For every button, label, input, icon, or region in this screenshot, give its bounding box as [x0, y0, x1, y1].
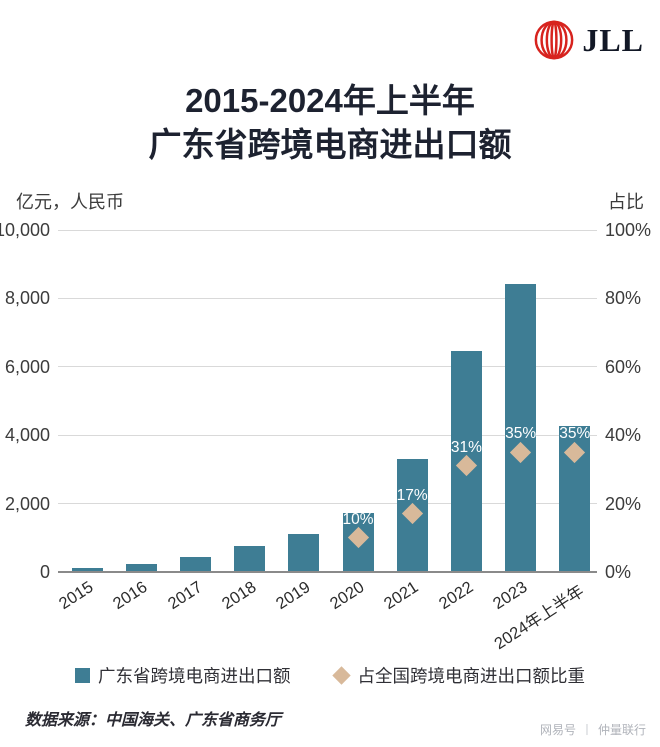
right-axis-tick-60%: 60% [605, 356, 642, 377]
gridline-40 [58, 434, 597, 436]
left-axis-tick-8,000: 8,000 [4, 288, 50, 309]
left-axis-tick-labels: 10,000 8,000 6,000 4,000 2,000 0 [0, 220, 50, 582]
left-axis-tick-0: 0 [39, 562, 50, 582]
bar-2015 [71, 568, 103, 572]
left-axis-title: 亿元，人民币 [16, 192, 124, 212]
gridline-20 [58, 503, 597, 505]
share-label-2024年上半年: 35% [559, 425, 591, 443]
gridline-60 [58, 366, 597, 368]
left-axis-tick-6,000: 6,000 [4, 356, 50, 377]
share-label-2023: 35% [505, 425, 537, 443]
left-axis-tick-2,000: 2,000 [4, 493, 50, 514]
x-label-2020: 2020 [327, 578, 368, 614]
share-label-2021: 17% [396, 486, 428, 504]
gridline-100 [58, 229, 597, 231]
jll-globe-icon [534, 20, 574, 60]
legend: 广东省跨境电商进出口额 占全国跨境电商进出口额比重 [0, 663, 660, 688]
bar-2018 [234, 546, 266, 572]
x-label-2016: 2016 [110, 578, 151, 614]
watermark: 网易号 丨 仲量联行 [540, 721, 646, 738]
data-source-note: 数据来源：中国海关、广东省商务厅 [25, 712, 282, 729]
right-axis-tick-40%: 40% [605, 425, 642, 446]
chart-title-line2: 广东省跨境电商进出口额 [148, 126, 512, 163]
chart-title-line1: 2015-2024年上半年 [185, 82, 475, 119]
right-axis-tick-100%: 100% [605, 220, 652, 240]
left-axis-tick-10,000: 10,000 [0, 220, 50, 240]
watermark-divider: 丨 [580, 723, 593, 737]
bar-2019 [288, 534, 320, 572]
legend-item-share-series: 占全国跨境电商进出口额比重 [331, 663, 586, 688]
bar-2023 [505, 283, 537, 572]
legend-item-bar-series: 广东省跨境电商进出口额 [75, 663, 291, 688]
chart-title: 2015-2024年上半年 广东省跨境电商进出口额 [0, 79, 660, 167]
x-label-2017: 2017 [164, 578, 206, 614]
share-label-2022: 31% [450, 438, 482, 456]
bar-series-swatch-icon [75, 668, 90, 683]
right-axis-tick-labels: 100% 80% 60% 40% 20% 0% [605, 220, 660, 582]
x-label-2019: 2019 [273, 578, 314, 614]
legend-label-share-series: 占全国跨境电商进出口额比重 [357, 666, 586, 686]
gridline-80 [58, 297, 597, 299]
x-label-2022: 2022 [435, 578, 477, 614]
bar-2016 [125, 564, 157, 572]
plot-area: 10% 17% 31% 35% 35% [58, 229, 597, 573]
left-axis-tick-4,000: 4,000 [4, 425, 50, 446]
diamond-series-swatch-icon [331, 666, 351, 685]
legend-label-bar-series: 广东省跨境电商进出口额 [98, 666, 291, 686]
right-axis-tick-0%: 0% [605, 562, 632, 582]
watermark-publisher: 仲量联行 [597, 723, 646, 737]
right-axis-tick-80%: 80% [605, 288, 642, 309]
x-axis-tick-labels: 2015 2016 2017 2018 2019 2020 2021 2022 2023 2024… [56, 578, 597, 658]
jll-logo-text: JLL [582, 22, 644, 58]
bar-2017 [179, 556, 211, 572]
x-label-2021: 2021 [381, 578, 422, 614]
jll-logo: JLL [533, 19, 644, 61]
x-axis-baseline [58, 571, 597, 573]
watermark-platform: 网易号 [539, 723, 576, 737]
x-label-2018: 2018 [218, 578, 260, 614]
x-label-2023: 2023 [489, 578, 531, 614]
right-axis-tick-20%: 20% [605, 493, 642, 514]
right-axis-title: 占比 [608, 192, 644, 212]
share-label-2020: 10% [342, 510, 374, 528]
x-label-2015: 2015 [56, 578, 97, 614]
